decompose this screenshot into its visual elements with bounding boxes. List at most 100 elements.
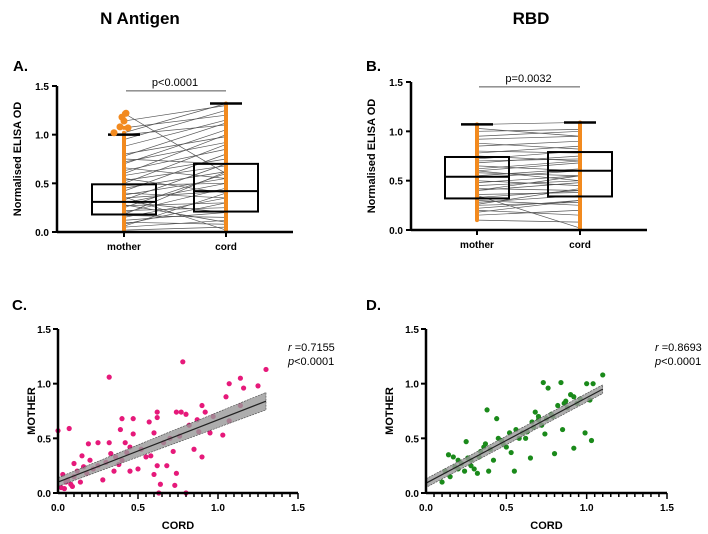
data-point: [578, 154, 582, 158]
box-cord: [193, 162, 259, 213]
scatter-point: [154, 409, 160, 415]
paired-line: [123, 144, 227, 184]
y-axis-label: MOTHER: [384, 387, 396, 435]
paired-line: [123, 192, 227, 199]
panel-label-a: A.: [13, 58, 28, 75]
data-point: [122, 165, 126, 170]
x-tick-label: 0.0: [51, 503, 65, 514]
y-tick-label: 0.0: [35, 228, 49, 239]
data-point: [578, 144, 582, 149]
data-point: [224, 157, 228, 161]
scatter-point: [450, 454, 456, 460]
data-point: [224, 176, 228, 181]
y-tick-label: 0.0: [389, 226, 403, 237]
scatter-point: [590, 381, 596, 387]
data-point: [224, 127, 228, 132]
paired-line: [123, 109, 227, 140]
paired-line: [476, 160, 581, 170]
data-point: [475, 213, 479, 218]
scatter-point: [164, 463, 170, 469]
data-point: [224, 186, 228, 191]
y-tick-label: 1.5: [35, 82, 49, 93]
scatter-point: [183, 411, 189, 417]
data-point: [578, 158, 582, 163]
paired-line: [123, 202, 227, 207]
scatter-point: [484, 407, 490, 413]
scatter-point: [237, 375, 243, 381]
data-point: [475, 218, 479, 223]
scatter-point: [66, 425, 72, 432]
p-annotation: p<0.0001: [654, 356, 701, 368]
box-cord: [547, 151, 613, 198]
data-point: [475, 168, 479, 173]
scatter-point: [199, 454, 205, 460]
outlier-point: [116, 123, 124, 131]
data-point: [224, 220, 228, 225]
y-tick-label: 0.5: [405, 434, 419, 445]
scatter-point: [263, 366, 269, 373]
x-tick-label: 1.5: [660, 503, 674, 514]
paired-line: [123, 122, 227, 157]
y-axis-label: Normalised ELISA OD: [12, 102, 24, 217]
scatter-point: [542, 431, 548, 437]
paired-line: [123, 119, 227, 147]
data-point: [224, 169, 228, 174]
scatter-point: [87, 457, 93, 463]
paired-line: [476, 128, 581, 137]
y-tick-label: 1.0: [37, 380, 51, 391]
scatter-point: [85, 441, 91, 447]
data-point: [578, 198, 582, 203]
data-point: [122, 159, 126, 164]
y-tick-label: 1.0: [405, 380, 419, 391]
scatter-point: [241, 385, 247, 391]
data-point: [122, 152, 126, 157]
confidence-band: [57, 391, 267, 487]
paired-line: [123, 124, 227, 136]
data-point: [578, 183, 582, 188]
paired-line: [476, 158, 581, 162]
data-point: [224, 181, 228, 186]
paired-line: [476, 188, 581, 191]
paired-line: [476, 145, 581, 154]
paired-line: [123, 142, 227, 163]
x-axis-label: CORD: [162, 520, 194, 532]
data-point: [224, 108, 228, 113]
data-point: [122, 168, 126, 173]
scatter-point: [127, 468, 133, 474]
paired-line: [123, 171, 227, 215]
x-tick-label-cord: cord: [215, 242, 237, 253]
data-point: [224, 113, 228, 118]
scatter-point: [95, 440, 101, 446]
paired-line: [123, 178, 227, 196]
r-value: =0.8693: [662, 342, 702, 354]
scatter-point: [220, 432, 226, 438]
title-n-antigen: N Antigen: [100, 9, 180, 28]
outlier-point: [124, 124, 132, 132]
data-point: [122, 208, 126, 213]
data-point: [578, 220, 582, 225]
p-value: <0.0001: [661, 356, 701, 368]
paired-line: [476, 122, 581, 125]
data-point: [578, 134, 582, 139]
data-point: [475, 188, 479, 193]
scatter-point: [445, 452, 452, 458]
scatter-point: [135, 466, 141, 472]
scatter-point: [151, 471, 157, 478]
scatter-point: [157, 481, 163, 487]
paired-line: [123, 171, 227, 189]
paired-line: [476, 202, 581, 206]
scatter-point: [106, 374, 112, 380]
data-point: [475, 202, 479, 207]
data-point: [122, 171, 126, 176]
data-point: [475, 141, 479, 146]
paired-line: [476, 188, 581, 205]
x-tick-label: 1.0: [211, 503, 225, 514]
data-point: [122, 189, 126, 194]
scatter-point: [148, 453, 154, 459]
data-point: [475, 210, 479, 215]
x-tick-label-mother: mother: [107, 242, 141, 253]
scatter-point: [558, 379, 564, 386]
y-tick-label: 1.5: [37, 325, 51, 336]
scatter-point: [523, 435, 529, 441]
scatter-point: [69, 483, 75, 490]
